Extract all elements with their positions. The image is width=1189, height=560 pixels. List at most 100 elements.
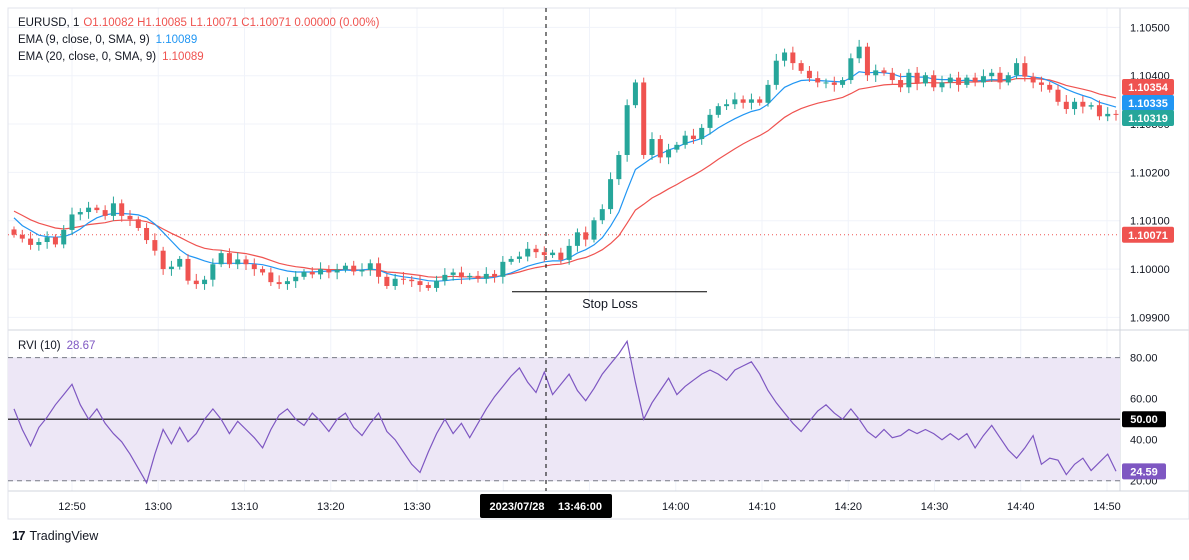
legend-ema20-value: 1.10089 — [162, 51, 204, 63]
candle-body — [342, 265, 348, 270]
candle-body — [359, 270, 365, 272]
candle-body — [467, 275, 473, 278]
candle-body — [798, 63, 804, 71]
tradingview-logo[interactable]: 17 TradingView — [12, 528, 98, 543]
price-axis-tick: 1.10200 — [1130, 167, 1170, 179]
time-axis-tick: 13:10 — [231, 501, 259, 513]
candle-body — [732, 99, 738, 105]
rvi-midline-label: 50.00 — [1130, 414, 1158, 426]
candle-body — [334, 269, 340, 273]
time-axis-tick: 14:10 — [748, 501, 776, 513]
candle-body — [293, 276, 299, 282]
legend-ema20-label: EMA (20, close, 0, SMA, 9) — [18, 51, 157, 63]
legend-ema20[interactable]: EMA (20, close, 0, SMA, 9) 1.10089 — [18, 49, 204, 65]
tradingview-name: TradingView — [29, 528, 99, 543]
candle-body — [226, 253, 232, 265]
candle-body — [301, 271, 307, 277]
crosshair-date-text: 2023/07/28 — [489, 501, 544, 513]
candle-body — [931, 75, 937, 88]
candle-body — [450, 272, 456, 275]
candle-body — [1047, 84, 1053, 90]
candle-body — [1030, 76, 1036, 83]
candle-body — [906, 72, 912, 88]
candle-body — [193, 280, 199, 285]
legend-symbol[interactable]: EURUSD, 1 — [18, 17, 80, 29]
candle-body — [326, 269, 332, 273]
time-axis-tick: 14:40 — [1007, 501, 1035, 513]
candle-body — [102, 210, 108, 216]
candle-body — [127, 215, 133, 220]
candle-body — [790, 52, 796, 64]
candle-body — [1096, 105, 1102, 117]
candle-body — [434, 280, 440, 288]
candle-body — [11, 229, 17, 235]
candle-body — [980, 76, 986, 83]
candle-body — [782, 52, 788, 61]
price-axis-tick: 1.10500 — [1130, 22, 1170, 34]
candle-body — [964, 77, 970, 85]
candle-body — [409, 279, 415, 282]
candle-body — [889, 72, 895, 81]
rvi-last-label: 24.59 — [1130, 466, 1158, 478]
candle-body — [715, 106, 721, 115]
price-axis-tick: 1.10100 — [1130, 216, 1170, 228]
rvi-midline-label-bg — [1122, 411, 1166, 428]
candle-body — [823, 82, 829, 84]
candle-body — [632, 82, 638, 106]
candle-body — [1063, 101, 1069, 110]
candle-body — [972, 77, 978, 83]
time-axis-tick: 12:50 — [58, 501, 86, 513]
candle-body — [218, 253, 224, 265]
candle-body — [657, 139, 663, 158]
candle-body — [624, 105, 630, 155]
legend-ema9[interactable]: EMA (9, close, 0, SMA, 9) 1.10089 — [18, 32, 197, 48]
legend-ema9-value: 1.10089 — [155, 34, 198, 46]
candle-body — [516, 256, 522, 259]
candle-body — [177, 258, 183, 267]
candle-body — [425, 285, 431, 288]
time-axis-tick: 13:30 — [403, 501, 431, 513]
price-axis-label: 1.10335 — [1128, 98, 1168, 110]
candle-body — [185, 258, 191, 281]
candle-body — [160, 250, 166, 270]
time-axis-tick: 13:20 — [317, 501, 345, 513]
legend-ema9-label: EMA (9, close, 0, SMA, 9) — [18, 34, 150, 46]
candle-body — [94, 207, 100, 211]
price-axis-label-bg — [1122, 95, 1174, 111]
candle-body — [152, 240, 158, 251]
candle-body — [939, 82, 945, 88]
rvi-axis-tick: 80.00 — [1130, 353, 1158, 365]
time-axis-tick: 14:30 — [921, 501, 949, 513]
candle-body — [864, 46, 870, 76]
price-axis-label-bg — [1122, 226, 1174, 243]
candle-body — [1113, 113, 1119, 115]
candle-body — [135, 219, 141, 228]
legend-main: EURUSD, 1 O1.10082 H1.10085 L1.10071 C1.1… — [18, 15, 379, 31]
candle-body — [898, 80, 904, 88]
candle-body — [1088, 105, 1094, 107]
candle-body — [558, 252, 564, 260]
candle-body — [28, 238, 34, 245]
candle-body — [608, 179, 614, 210]
candle-body — [914, 72, 920, 84]
price-axis-label: 1.10071 — [1128, 230, 1168, 242]
legend-rvi[interactable]: RVI (10) 28.67 — [18, 338, 95, 354]
time-axis-tick: 14:50 — [1093, 501, 1121, 513]
candle-body — [1080, 101, 1086, 107]
candle-body — [376, 263, 382, 277]
candle-body — [119, 203, 125, 216]
candle-body — [52, 237, 58, 245]
legend-rvi-label: RVI (10) — [18, 340, 61, 352]
price-axis-label-bg — [1122, 110, 1174, 126]
time-axis-tick: 14:20 — [834, 501, 862, 513]
candle-body — [243, 259, 249, 265]
candle-body — [682, 135, 688, 145]
candle-body — [997, 72, 1003, 83]
candle-body — [19, 234, 25, 239]
candle-body — [475, 275, 481, 279]
candle-body — [947, 77, 953, 83]
candle-body — [815, 78, 821, 83]
candle-body — [276, 282, 282, 285]
